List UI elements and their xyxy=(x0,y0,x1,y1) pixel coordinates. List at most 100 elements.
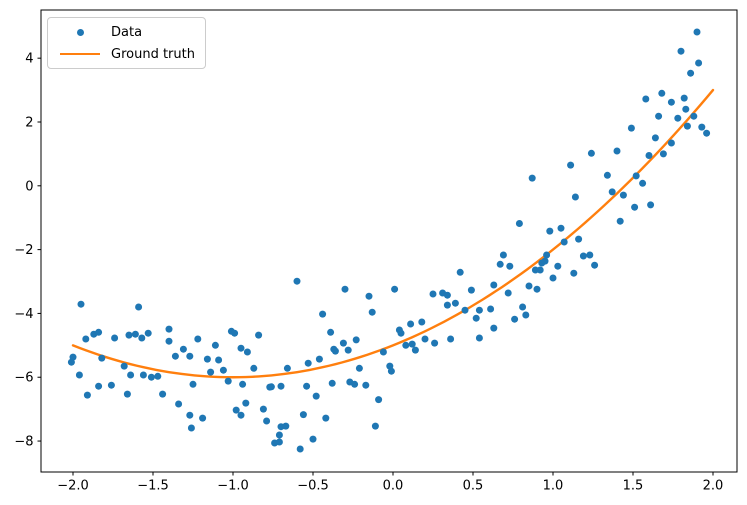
data-point xyxy=(259,405,267,413)
data-marker-icon xyxy=(58,28,102,36)
data-point xyxy=(319,310,327,318)
data-point xyxy=(443,291,451,299)
data-point xyxy=(322,414,330,422)
data-point xyxy=(351,380,359,388)
data-point xyxy=(199,414,207,422)
data-point xyxy=(627,124,635,132)
plot-spines xyxy=(40,9,738,473)
y-tick-label: 2 xyxy=(25,115,33,130)
data-point xyxy=(165,337,173,345)
data-point xyxy=(557,224,565,232)
data-point xyxy=(487,305,495,313)
data-point xyxy=(387,367,395,375)
data-point xyxy=(277,382,285,390)
data-point xyxy=(371,422,379,430)
data-point xyxy=(339,339,347,347)
data-point xyxy=(658,89,666,97)
data-point xyxy=(525,282,533,290)
data-point xyxy=(250,364,258,372)
data-point xyxy=(107,381,115,389)
data-point xyxy=(451,299,459,307)
data-point xyxy=(255,331,263,339)
x-axis-ticks: −2.0 −1.5 −1.0 −0.5 0.0 0.5 1.0 1.5 2.0 xyxy=(57,472,723,494)
data-point xyxy=(467,286,475,294)
data-point xyxy=(304,359,312,367)
data-point xyxy=(687,69,695,77)
data-point xyxy=(506,262,514,270)
x-tick-label: −0.5 xyxy=(297,479,329,494)
legend-label-ground-truth: Ground truth xyxy=(111,46,195,62)
data-point xyxy=(186,411,194,419)
x-tick-label: −1.0 xyxy=(217,479,249,494)
data-point xyxy=(490,324,498,332)
data-point xyxy=(331,347,339,355)
data-point xyxy=(579,252,587,260)
data-point xyxy=(475,334,483,342)
data-point xyxy=(98,354,106,362)
data-point xyxy=(312,392,320,400)
data-point xyxy=(651,134,659,142)
y-axis-ticks: −8 −6 −4 −2 0 2 4 xyxy=(14,52,41,450)
data-point xyxy=(365,292,373,300)
data-point xyxy=(504,289,512,297)
y-tick-label: 4 xyxy=(25,52,33,67)
data-point xyxy=(608,188,616,196)
x-tick-label: 0.0 xyxy=(383,479,404,494)
data-point xyxy=(531,266,539,274)
data-point xyxy=(147,373,155,381)
ground-truth-curve xyxy=(71,88,715,379)
data-point xyxy=(232,406,240,414)
data-point xyxy=(693,28,701,36)
data-point xyxy=(242,399,250,407)
data-point xyxy=(282,422,290,430)
data-point xyxy=(682,105,690,113)
data-point xyxy=(659,150,667,158)
data-point xyxy=(131,330,139,338)
data-point xyxy=(499,251,507,259)
data-point xyxy=(695,59,703,67)
data-point xyxy=(570,269,578,277)
data-point xyxy=(522,311,530,319)
data-point xyxy=(515,220,523,227)
data-point xyxy=(407,320,415,328)
data-point xyxy=(475,306,483,314)
legend: Data Ground truth xyxy=(47,17,206,69)
data-point xyxy=(571,193,579,201)
data-point xyxy=(418,318,426,326)
data-point xyxy=(698,123,706,131)
data-point xyxy=(187,424,195,432)
data-point xyxy=(647,201,655,209)
data-point xyxy=(619,191,627,199)
x-tick-label: 2.0 xyxy=(703,479,724,494)
y-tick-label: −8 xyxy=(14,435,33,450)
y-tick-label: −4 xyxy=(14,307,33,322)
data-point xyxy=(443,301,451,309)
data-point xyxy=(344,346,352,354)
data-point xyxy=(144,329,152,337)
data-point xyxy=(667,139,675,147)
data-point xyxy=(408,340,416,348)
y-tick-label: 0 xyxy=(25,179,33,194)
data-point xyxy=(683,122,691,130)
data-point xyxy=(533,285,541,293)
data-point xyxy=(429,290,437,298)
data-point xyxy=(560,238,568,246)
data-point xyxy=(69,353,77,361)
data-point xyxy=(95,382,103,390)
data-point xyxy=(83,391,91,399)
data-point xyxy=(82,335,90,343)
data-point xyxy=(267,383,275,391)
legend-label-data: Data xyxy=(111,24,143,40)
data-point xyxy=(603,171,611,179)
data-point xyxy=(95,328,103,336)
data-point xyxy=(586,251,594,259)
data-point xyxy=(135,303,143,311)
data-point xyxy=(215,356,223,364)
data-point xyxy=(125,331,133,339)
data-point xyxy=(402,341,410,349)
data-point xyxy=(567,161,575,169)
data-point xyxy=(231,329,239,337)
data-point xyxy=(293,277,301,285)
data-point xyxy=(75,371,83,379)
